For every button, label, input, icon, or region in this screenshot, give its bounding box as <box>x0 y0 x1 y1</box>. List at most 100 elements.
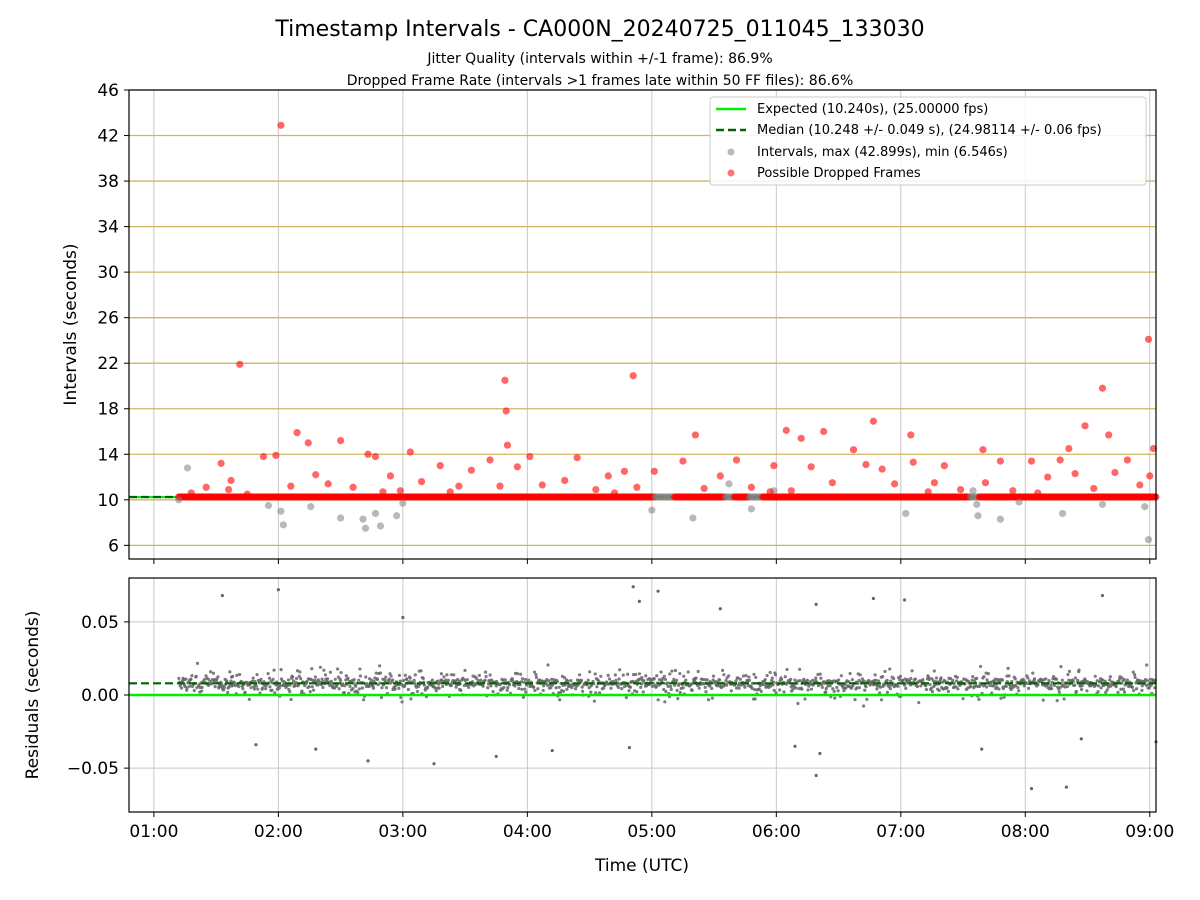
intervals-y-tick-label: 14 <box>97 445 119 465</box>
residual-point <box>379 695 384 700</box>
residual-point <box>241 687 245 691</box>
residual-point <box>662 674 666 678</box>
residual-point <box>635 690 639 694</box>
residual-point <box>318 665 323 669</box>
residual-point <box>252 687 257 691</box>
residual-point <box>1024 681 1028 685</box>
residual-point <box>1096 684 1101 688</box>
dropped-frame-point <box>417 477 426 486</box>
residual-point <box>848 671 852 676</box>
residual-point <box>593 672 597 676</box>
residual-point <box>757 687 761 691</box>
dropped-frame-point <box>909 458 917 466</box>
residual-point <box>445 673 449 677</box>
residual-point <box>1044 677 1048 681</box>
residual-point <box>684 678 688 682</box>
dropped-frame-point <box>243 490 251 498</box>
residual-point <box>818 672 822 676</box>
interval-point <box>648 506 656 514</box>
residual-point <box>249 686 253 690</box>
residual-point <box>930 690 935 694</box>
residual-point <box>557 685 561 689</box>
residual-point <box>853 697 857 702</box>
residual-point <box>1147 686 1152 690</box>
residual-point <box>581 689 585 693</box>
residual-point <box>1074 689 1078 694</box>
residual-point <box>1120 676 1124 680</box>
residual-point <box>439 672 444 676</box>
residual-point <box>271 677 275 682</box>
residual-point <box>1014 683 1018 687</box>
residual-point <box>885 690 889 694</box>
residual-point <box>308 690 312 694</box>
residual-point <box>494 754 498 759</box>
residual-point <box>875 687 879 691</box>
residual-point <box>463 668 467 673</box>
dropped-frame-point <box>633 483 641 491</box>
chart-title: Timestamp Intervals - CA000N_20240725_01… <box>274 17 924 42</box>
residual-point <box>288 690 292 694</box>
residual-point <box>1085 689 1089 693</box>
residual-point <box>675 678 679 682</box>
residual-point <box>1105 688 1109 692</box>
residual-point <box>864 685 868 689</box>
residual-point <box>915 685 920 689</box>
residual-point <box>759 689 763 693</box>
residual-point <box>1000 678 1005 682</box>
residual-point <box>578 673 582 677</box>
residual-point <box>221 688 226 692</box>
residual-point <box>533 688 537 693</box>
residual-point <box>880 675 885 679</box>
residuals-y-tick-label: −0.05 <box>67 759 119 779</box>
residual-point <box>421 676 425 680</box>
dropped-frame-point <box>202 483 210 491</box>
dropped-frame-point <box>502 407 510 415</box>
dropped-frame-point <box>807 463 815 471</box>
residual-point <box>927 677 931 682</box>
dropped-frame-point <box>337 437 345 445</box>
residual-point <box>484 674 488 679</box>
residual-point <box>398 679 403 683</box>
residual-point <box>810 678 815 682</box>
residual-point <box>592 699 596 703</box>
residual-point <box>1077 668 1081 672</box>
residual-point <box>425 685 430 689</box>
chart-subtitle-dropped: Dropped Frame Rate (intervals >1 frames … <box>347 73 854 89</box>
legend-dropped-marker-icon <box>727 169 735 177</box>
residual-point <box>569 679 573 683</box>
interval-point <box>307 503 315 511</box>
dropped-frame-point <box>349 483 357 491</box>
residual-point <box>670 669 674 673</box>
interval-point <box>264 501 273 510</box>
residual-point <box>408 676 412 680</box>
residual-point <box>481 684 485 688</box>
residual-point <box>1080 684 1084 688</box>
residual-point <box>204 674 208 678</box>
dropped-frame-point <box>386 472 395 480</box>
residual-point <box>336 667 340 671</box>
residual-point <box>527 678 531 682</box>
residual-point <box>686 670 690 674</box>
residual-point <box>669 684 673 689</box>
residual-point <box>986 672 990 676</box>
residual-point <box>752 672 756 676</box>
residual-point <box>479 678 483 682</box>
dropped-frame-point <box>324 480 332 488</box>
residual-point <box>863 688 867 692</box>
residual-point <box>188 684 192 688</box>
residual-point <box>255 673 259 677</box>
residual-point <box>717 678 722 682</box>
residual-point <box>454 685 458 689</box>
residual-point <box>546 683 550 688</box>
residual-point <box>406 687 410 692</box>
dropped-frame-point <box>259 452 268 461</box>
residual-point <box>710 686 714 691</box>
residual-point <box>741 674 745 678</box>
residual-point <box>276 588 280 592</box>
dropped-frame-point <box>1098 384 1107 392</box>
residual-point <box>602 686 606 690</box>
residual-point <box>985 685 989 689</box>
residual-point <box>618 668 622 672</box>
residual-point <box>762 682 766 687</box>
residual-point <box>932 669 936 673</box>
